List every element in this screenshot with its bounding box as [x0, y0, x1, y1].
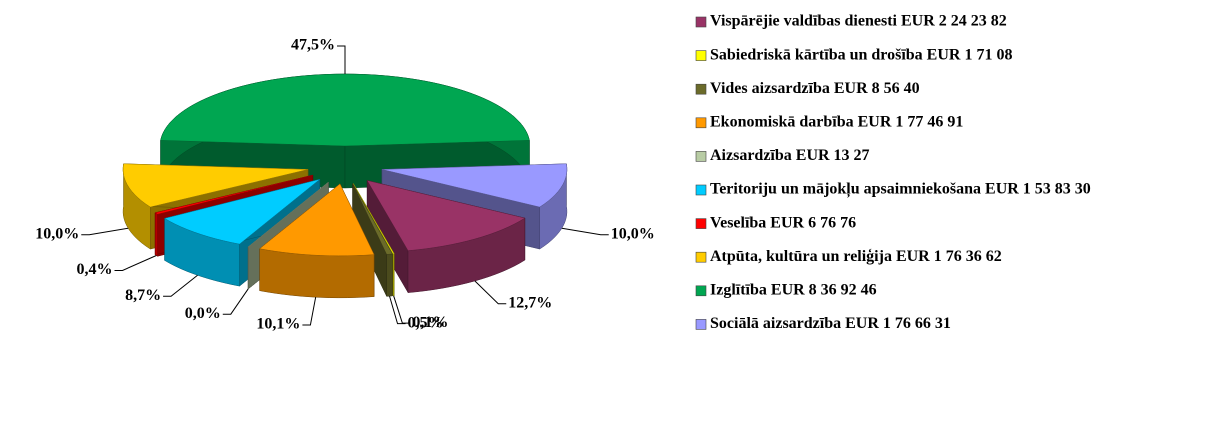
legend-swatch [695, 151, 707, 162]
legend-label: Aizsardzība EUR 13 27 [710, 147, 870, 164]
slice [163, 179, 321, 245]
legend-label: Atpūta, kultūra un reliģija EUR 1 76 36 … [710, 248, 1002, 265]
legend-swatch [695, 218, 707, 229]
slice-wall [392, 253, 395, 297]
leader-line [389, 296, 406, 325]
data-label: 0,5% [408, 314, 444, 331]
legend-swatch [695, 319, 707, 330]
slice-wall [259, 248, 375, 299]
data-label: 0,1% [412, 314, 448, 331]
slice-wall [154, 212, 158, 257]
legend-label: Veselība EUR 6 76 76 [710, 214, 856, 231]
slice-wall [386, 253, 393, 297]
legend-swatch [695, 83, 707, 95]
leader-line [474, 280, 507, 305]
leader-line [222, 288, 249, 315]
leader-line [561, 227, 609, 236]
leader-line [163, 274, 198, 297]
slice [160, 73, 530, 147]
legend-label: Vispārējie valdības dienesti EUR 2 24 23… [710, 13, 1007, 30]
data-label: 12,7% [508, 294, 552, 311]
legend-label: Teritoriju un mājokļu apsaimniekošana EU… [710, 181, 1091, 199]
leader-line [81, 227, 129, 236]
slice [247, 181, 329, 248]
data-label: 10,0% [611, 225, 655, 242]
leader-line [337, 45, 346, 74]
legend-swatch [695, 50, 707, 61]
legend-swatch [695, 251, 707, 263]
slice [122, 163, 309, 208]
data-label: 8,7% [125, 287, 161, 304]
data-label: 47,5% [291, 37, 335, 54]
slice [381, 163, 568, 208]
leader-line [114, 255, 157, 271]
data-label: 10,0% [35, 225, 79, 242]
legend-label: Vides aizsardzība EUR 8 56 40 [710, 80, 920, 97]
data-label: 0,0% [185, 305, 221, 322]
legend-swatch [695, 285, 707, 297]
legend-label: Sociālā aizsardzība EUR 1 76 66 31 [710, 315, 951, 332]
legend-label: Izglītība EUR 8 36 92 46 [710, 281, 877, 298]
legend-label: Ekonomiskā darbība EUR 1 77 46 91 [710, 113, 963, 130]
slice [353, 183, 395, 255]
data-label: 10,1% [256, 316, 300, 333]
slice [366, 180, 526, 251]
leader-line [302, 297, 317, 326]
slice [154, 174, 313, 215]
legend-label: Sabiedriskā kārtība un drošība EUR 1 71 … [710, 46, 1012, 63]
legend-swatch [695, 16, 707, 28]
slice [352, 183, 393, 255]
slice [259, 183, 375, 257]
data-label: 0,4% [77, 261, 113, 278]
legend-swatch [695, 184, 707, 196]
legend-swatch [695, 117, 707, 129]
